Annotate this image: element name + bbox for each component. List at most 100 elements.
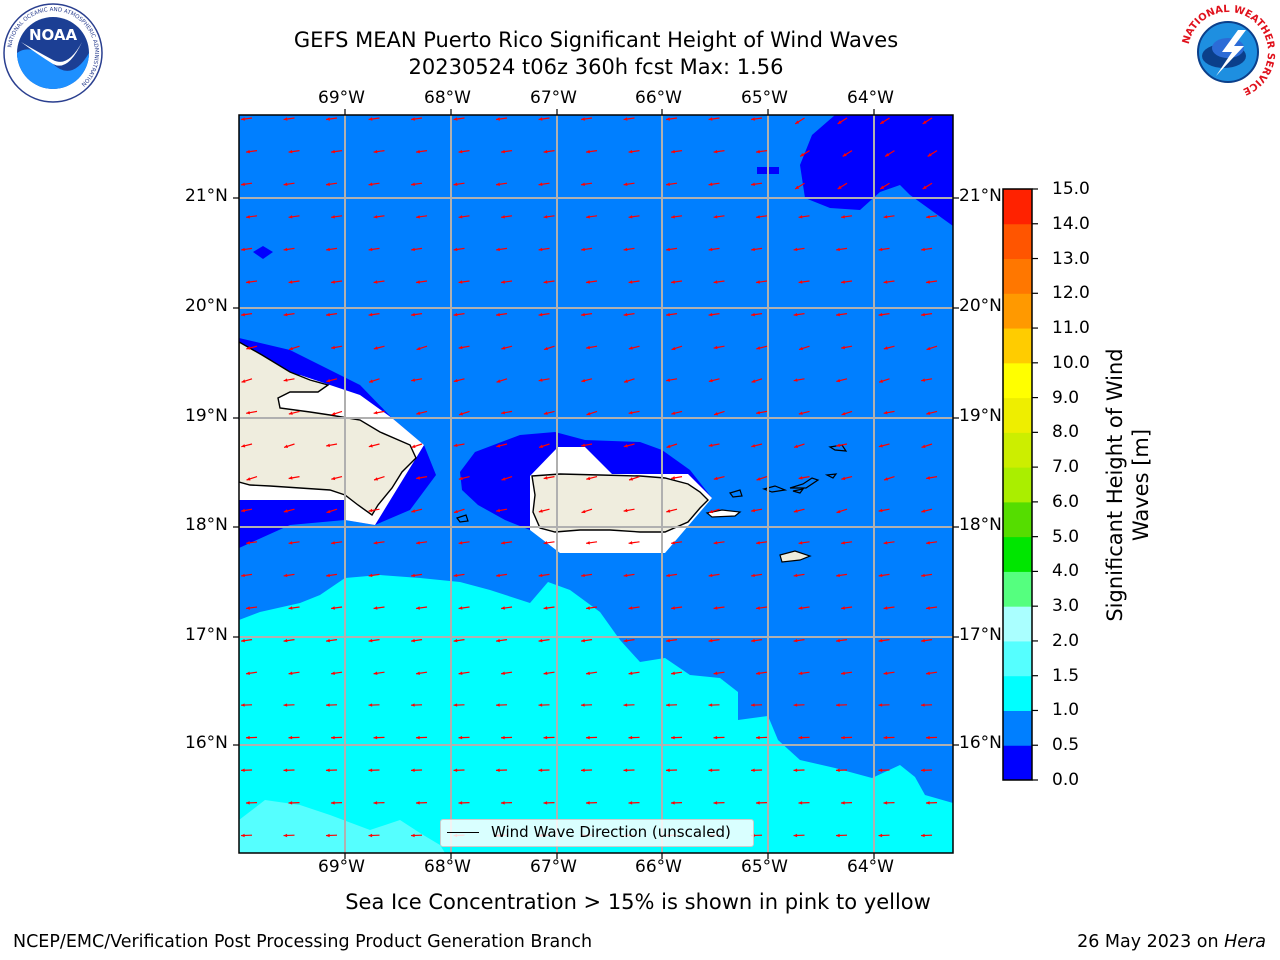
wave-direction-arrowhead [921,444,926,448]
wave-direction-arrowhead [623,182,628,186]
wave-direction-arrowhead [241,638,245,643]
wave-direction-arrowhead [671,280,675,284]
wave-direction-arrowhead [458,345,463,350]
wave-direction-arrowhead [666,573,670,578]
axis-ticks [233,109,959,859]
wave-direction-arrowhead [416,541,420,545]
wave-direction-arrowhead [581,117,585,121]
colorbar-segment [1003,293,1032,329]
wave-direction-arrowhead [581,378,586,383]
wave-direction-arrowhead [581,573,585,578]
wave-direction-arrowhead [793,509,798,513]
wave-direction-arrowhead [501,215,505,219]
wave-direction-arrowhead [756,215,760,219]
wave-direction-arrowhead [841,345,846,350]
lon-label-bottom-65w: 65°W [741,857,788,877]
wave-direction-arrowhead [288,476,293,480]
lon-label-bottom-67w: 67°W [530,857,577,877]
wave-direction-arrowhead [708,312,713,317]
wave-direction-arrowhead [331,412,336,416]
colorbar-title: Significant Height of Wind Waves [m] [1103,348,1153,622]
wave-direction-arrowhead [623,117,628,121]
wave-direction-arrowhead [368,312,373,317]
wave-direction-arrowhead [283,573,288,578]
wave-direction-arrowhead [453,247,458,252]
wave-direction-arrowhead [624,379,629,383]
wave-direction-arrowhead [836,638,840,643]
lon-label-bottom-69w: 69°W [318,857,365,877]
wave-direction-arrowhead [586,280,590,284]
wave-direction-arrowhead [756,735,760,740]
wave-direction-arrowhead [836,443,841,447]
wave-direction-arrowhead [241,508,246,513]
wave-direction-arrowhead [708,378,713,383]
wave-direction-arrowhead [458,476,463,481]
wave-direction-arrowhead [496,312,500,317]
wave-direction-arrowhead [538,638,543,643]
wave-direction-arrowhead [416,411,421,415]
wave-direction-arrowhead [288,671,293,675]
wave-direction-arrowhead [751,379,756,383]
wave-direction-arrowhead [586,345,591,350]
wave-direction-arrowhead [331,801,335,805]
wave-direction-arrowhead [623,508,628,513]
wave-direction-arrowhead [416,346,421,351]
wave-direction-arrowhead [453,768,458,772]
wave-direction-arrowhead [671,735,675,740]
wave-direction-arrowhead [671,149,675,154]
wave-direction-arrowhead [453,378,458,383]
wave-direction-arrowhead [288,801,293,805]
wave-direction-arrowhead [926,280,930,284]
wave-direction-arrowhead [623,638,628,643]
wave-direction-arrowhead [756,801,760,805]
wave-direction-arrowhead [416,735,420,740]
wave-direction-arrowhead [666,509,671,513]
wave-direction-arrowhead [586,412,591,416]
wave-direction-arrowhead [751,117,755,121]
wave-direction-arrowhead [880,185,885,190]
wave-direction-arrowhead [496,508,501,513]
wave-direction-arrowhead [921,378,926,382]
wave-direction-arrowhead [793,312,798,317]
wave-direction-arrowhead [458,541,463,545]
wave-direction-arrowhead [246,215,250,219]
wave-direction-arrowhead [373,801,378,805]
wave-direction-arrowhead [326,638,330,643]
wave-direction-arrowhead [795,120,800,124]
wave-direction-arrowhead [793,833,798,838]
wave-direction-arrowhead [283,312,288,317]
wave-direction-arrowhead [926,476,931,480]
wave-direction-arrowhead [283,768,288,772]
wave-direction-arrowhead [708,247,713,252]
wave-direction-arrowhead [453,573,458,578]
wave-direction-arrowhead [836,833,840,838]
wave-direction-arrowhead [373,280,378,284]
wave-direction-arrowhead [581,703,585,707]
wave-direction-arrowhead [921,703,925,707]
wave-direction-arrowhead [246,149,250,154]
wave-direction-arrowhead [368,117,373,121]
colorbar-segment [1003,536,1032,572]
wave-direction-arrowhead [878,638,883,643]
wave-direction-arrowhead [798,215,803,219]
wave-direction-arrowhead [373,541,378,545]
wave-direction-arrowhead [496,638,500,643]
legend-line-sample [447,832,479,833]
wave-direction-arrowhead [411,833,415,838]
wave-direction-arrowhead [496,444,501,448]
wave-direction-arrowhead [836,247,840,252]
colorbar-tick-label: 4.0 [1052,561,1080,582]
wave-direction-arrowhead [246,671,250,675]
wave-direction-arrowhead [538,509,543,513]
wave-direction-arrowhead [416,215,420,219]
wave-direction-arrowhead [544,346,549,351]
wave-direction-arrowhead [496,379,501,383]
wave-direction-arrowhead [751,312,755,317]
wave-direction-arrowhead [751,638,755,643]
wave-direction-arrowhead [926,606,930,610]
wave-direction-arrowhead [283,378,288,382]
land-virgin-islands [456,444,848,523]
wave-direction-arrowhead [628,149,633,154]
wave-direction-arrowhead [666,378,671,382]
wave-direction-arrowhead [538,378,543,382]
